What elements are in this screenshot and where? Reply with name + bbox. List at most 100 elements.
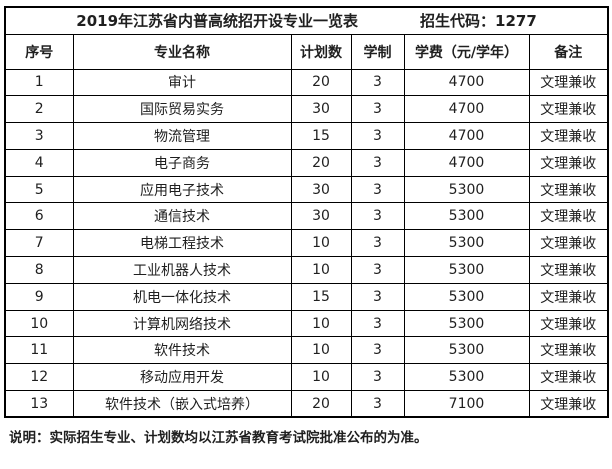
cell-major: 通信技术 xyxy=(72,202,292,231)
cell-major: 审计 xyxy=(72,68,292,97)
cell-note: 文理兼收 xyxy=(528,148,609,177)
cell-years: 3 xyxy=(350,175,405,204)
cell-no: 9 xyxy=(4,282,74,311)
cell-plan: 30 xyxy=(290,95,352,124)
cell-no: 7 xyxy=(4,229,74,258)
cell-fee: 5300 xyxy=(403,336,530,365)
cell-plan: 10 xyxy=(290,363,352,392)
cell-fee: 4700 xyxy=(403,148,530,177)
cell-plan: 10 xyxy=(290,336,352,365)
table-row: 7 电梯工程技术 10 3 5300 文理兼收 xyxy=(4,229,609,258)
table-title-cell: 2019年江苏省内普高统招开设专业一览表 招生代码：1277 xyxy=(4,6,609,35)
cell-major: 软件技术 xyxy=(72,336,292,365)
cell-plan: 20 xyxy=(290,148,352,177)
cell-plan: 15 xyxy=(290,122,352,150)
cell-years: 3 xyxy=(350,95,405,124)
cell-major: 移动应用开发 xyxy=(72,363,292,392)
table-title: 2019年江苏省内普高统招开设专业一览表 招生代码：1277 xyxy=(6,10,607,31)
cell-no: 13 xyxy=(4,390,74,418)
cell-fee: 4700 xyxy=(403,122,530,150)
cell-note: 文理兼收 xyxy=(528,363,609,392)
table-row: 3 物流管理 15 3 4700 文理兼收 xyxy=(4,122,609,150)
table-header-row: 序号 专业名称 计划数 学制 学费（元/学年） 备注 xyxy=(4,33,609,70)
cell-years: 3 xyxy=(350,309,405,338)
cell-note: 文理兼收 xyxy=(528,175,609,204)
cell-major: 电梯工程技术 xyxy=(72,229,292,258)
cell-plan: 20 xyxy=(290,390,352,418)
column-header-years: 学制 xyxy=(350,33,405,70)
cell-note: 文理兼收 xyxy=(528,309,609,338)
cell-no: 6 xyxy=(4,202,74,231)
cell-fee: 5300 xyxy=(403,363,530,392)
cell-plan: 15 xyxy=(290,282,352,311)
cell-note: 文理兼收 xyxy=(528,282,609,311)
cell-note: 文理兼收 xyxy=(528,256,609,284)
table-row: 10 计算机网络技术 10 3 5300 文理兼收 xyxy=(4,309,609,338)
cell-fee: 5300 xyxy=(403,282,530,311)
cell-years: 3 xyxy=(350,148,405,177)
column-header-major: 专业名称 xyxy=(72,33,292,70)
column-header-no: 序号 xyxy=(4,33,74,70)
column-header-plan: 计划数 xyxy=(290,33,352,70)
cell-fee: 5300 xyxy=(403,175,530,204)
table-title-text: 2019年江苏省内普高统招开设专业一览表 xyxy=(76,12,359,31)
cell-note: 文理兼收 xyxy=(528,68,609,97)
cell-no: 3 xyxy=(4,122,74,150)
cell-note: 文理兼收 xyxy=(528,122,609,150)
cell-years: 3 xyxy=(350,390,405,418)
cell-note: 文理兼收 xyxy=(528,229,609,258)
cell-plan: 30 xyxy=(290,175,352,204)
cell-no: 2 xyxy=(4,95,74,124)
cell-major: 工业机器人技术 xyxy=(72,256,292,284)
table-footnote: 说明：实际招生专业、计划数均以江苏省教育考试院批准公布的为准。 xyxy=(9,430,428,447)
table-row: 12 移动应用开发 10 3 5300 文理兼收 xyxy=(4,363,609,392)
cell-years: 3 xyxy=(350,68,405,97)
table-row: 2 国际贸易实务 30 3 4700 文理兼收 xyxy=(4,95,609,124)
table-row: 9 机电一体化技术 15 3 5300 文理兼收 xyxy=(4,282,609,311)
cell-fee: 4700 xyxy=(403,95,530,124)
cell-years: 3 xyxy=(350,229,405,258)
cell-no: 10 xyxy=(4,309,74,338)
cell-plan: 20 xyxy=(290,68,352,97)
cell-years: 3 xyxy=(350,282,405,311)
table-title-row: 2019年江苏省内普高统招开设专业一览表 招生代码：1277 xyxy=(4,6,609,35)
cell-fee: 5300 xyxy=(403,309,530,338)
cell-major: 电子商务 xyxy=(72,148,292,177)
table-row: 11 软件技术 10 3 5300 文理兼收 xyxy=(4,336,609,365)
cell-fee: 7100 xyxy=(403,390,530,418)
cell-no: 1 xyxy=(4,68,74,97)
cell-major: 物流管理 xyxy=(72,122,292,150)
cell-plan: 30 xyxy=(290,202,352,231)
cell-no: 8 xyxy=(4,256,74,284)
admission-majors-table: 2019年江苏省内普高统招开设专业一览表 招生代码：1277 序号 专业名称 计… xyxy=(4,6,610,419)
cell-major: 国际贸易实务 xyxy=(72,95,292,124)
table-row: 13 软件技术（嵌入式培养） 20 3 7100 文理兼收 xyxy=(4,390,609,418)
cell-major: 机电一体化技术 xyxy=(72,282,292,311)
cell-note: 文理兼收 xyxy=(528,390,609,418)
column-header-fee: 学费（元/学年） xyxy=(403,33,530,70)
cell-no: 5 xyxy=(4,175,74,204)
cell-plan: 10 xyxy=(290,309,352,338)
cell-note: 文理兼收 xyxy=(528,336,609,365)
cell-note: 文理兼收 xyxy=(528,202,609,231)
cell-no: 12 xyxy=(4,363,74,392)
cell-major: 应用电子技术 xyxy=(72,175,292,204)
cell-years: 3 xyxy=(350,336,405,365)
cell-major: 软件技术（嵌入式培养） xyxy=(72,390,292,418)
cell-fee: 5300 xyxy=(403,229,530,258)
table-row: 4 电子商务 20 3 4700 文理兼收 xyxy=(4,148,609,177)
admission-code: 招生代码：1277 xyxy=(420,12,537,31)
cell-no: 11 xyxy=(4,336,74,365)
cell-fee: 4700 xyxy=(403,68,530,97)
cell-fee: 5300 xyxy=(403,202,530,231)
cell-plan: 10 xyxy=(290,256,352,284)
cell-fee: 5300 xyxy=(403,256,530,284)
table-row: 5 应用电子技术 30 3 5300 文理兼收 xyxy=(4,175,609,204)
cell-years: 3 xyxy=(350,363,405,392)
cell-major: 计算机网络技术 xyxy=(72,309,292,338)
cell-plan: 10 xyxy=(290,229,352,258)
cell-note: 文理兼收 xyxy=(528,95,609,124)
table-row: 1 审计 20 3 4700 文理兼收 xyxy=(4,68,609,97)
cell-years: 3 xyxy=(350,202,405,231)
cell-years: 3 xyxy=(350,256,405,284)
